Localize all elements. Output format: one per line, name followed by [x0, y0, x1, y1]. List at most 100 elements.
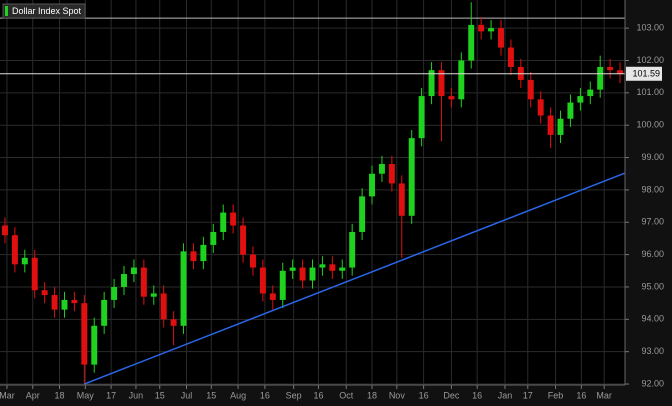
candle-body: [359, 196, 366, 232]
x-tick-label: Jan: [498, 390, 513, 400]
candle-body: [220, 212, 227, 232]
y-tick-label: 100.00: [636, 120, 664, 130]
x-tick-label: 17: [106, 390, 116, 400]
legend-marker: [5, 6, 8, 16]
x-tick-label: 16: [419, 390, 429, 400]
trendline: [84, 172, 626, 385]
candle-body: [140, 267, 147, 297]
y-tick-label: 98.00: [641, 184, 664, 194]
candle-body: [91, 325, 98, 365]
candle-body: [507, 47, 514, 67]
x-tick-label: Mar: [596, 390, 612, 400]
candle-body: [607, 66, 614, 71]
x-tick-label: 15: [206, 390, 216, 400]
candle-body: [438, 70, 445, 97]
candle-body: [577, 96, 584, 103]
candle-body: [81, 303, 88, 365]
candle-body: [587, 89, 594, 97]
candle-body: [617, 70, 624, 74]
x-tick-label: Dec: [443, 390, 460, 400]
y-tick-label: 96.00: [641, 249, 664, 259]
candle-body: [31, 257, 38, 291]
x-tick-label: Jul: [181, 390, 193, 400]
candle-body: [269, 293, 276, 300]
y-tick-label: 103.00: [636, 23, 664, 33]
candle-body: [111, 286, 118, 300]
candle-body: [547, 115, 554, 135]
candle-body: [21, 257, 28, 265]
candle-body: [468, 24, 475, 61]
candle-body: [299, 267, 306, 281]
candle-body: [557, 118, 564, 135]
candle-body: [61, 299, 68, 310]
y-tick-label: 99.00: [641, 152, 664, 162]
candle-body: [458, 60, 465, 100]
y-tick-label: 97.00: [641, 217, 664, 227]
candle-body: [121, 274, 127, 287]
candle-body: [527, 79, 534, 100]
grid: [0, 0, 625, 385]
candle-body: [160, 293, 167, 320]
candle-body: [180, 251, 187, 326]
x-tick-label: 18: [367, 390, 377, 400]
x-tick-label: Feb: [548, 390, 564, 400]
x-tick-label: Mar: [0, 390, 15, 400]
candle-body: [279, 270, 286, 300]
legend-box: [2, 3, 86, 19]
candle-body: [329, 264, 336, 271]
x-tick-label: Oct: [339, 390, 354, 400]
candle-body: [478, 24, 485, 32]
x-tick-label: 16: [472, 390, 482, 400]
candle-body: [418, 96, 425, 139]
x-tick-label: Apr: [26, 390, 40, 400]
x-tick-label: Nov: [389, 390, 406, 400]
x-tick-label: May: [77, 390, 95, 400]
y-tick-label: 92.00: [641, 378, 664, 388]
y-tick-label: 95.00: [641, 281, 664, 291]
x-tick-label: Aug: [230, 390, 246, 400]
candle-body: [71, 299, 78, 304]
candle-body: [250, 254, 256, 268]
candle-body: [388, 164, 395, 184]
candle-body: [498, 28, 504, 48]
x-tick-label: Jun: [129, 390, 144, 400]
candle-body: [259, 267, 266, 294]
candle-body: [130, 267, 137, 275]
x-tick-label: 15: [155, 390, 165, 400]
candle-body: [597, 66, 604, 90]
x-axis-panel: [0, 385, 672, 406]
candle-body: [567, 102, 574, 119]
x-tick-label: Sep: [286, 390, 302, 400]
last-price-box: [626, 66, 662, 81]
candle-body: [488, 28, 495, 32]
last-price-label: 101.59: [632, 69, 660, 79]
chart-title: Dollar Index Spot: [12, 6, 82, 16]
candle-body: [240, 225, 247, 255]
candle-body: [309, 267, 316, 281]
y-tick-label: 93.00: [641, 346, 664, 356]
candle-body: [11, 235, 18, 265]
candle-body: [1, 225, 8, 236]
x-tick-label: 18: [55, 390, 65, 400]
candle-body: [408, 138, 415, 216]
candle-body: [369, 173, 375, 197]
candle-body: [448, 96, 455, 100]
candle-body: [428, 70, 435, 97]
plot: [0, 2, 626, 385]
candle-body: [51, 295, 58, 310]
candle-body: [101, 299, 108, 326]
x-tick-label: 16: [313, 390, 323, 400]
candle-body: [378, 164, 385, 174]
candle-body: [349, 231, 356, 268]
x-tick-label: 17: [523, 390, 533, 400]
candle-body: [200, 244, 207, 262]
candle-body: [170, 319, 177, 326]
candle-body: [210, 231, 217, 245]
candle-body: [537, 99, 544, 116]
candle-body: [190, 251, 197, 262]
candle-body: [339, 267, 346, 271]
candle-body: [289, 267, 296, 271]
candle-body: [150, 293, 157, 297]
